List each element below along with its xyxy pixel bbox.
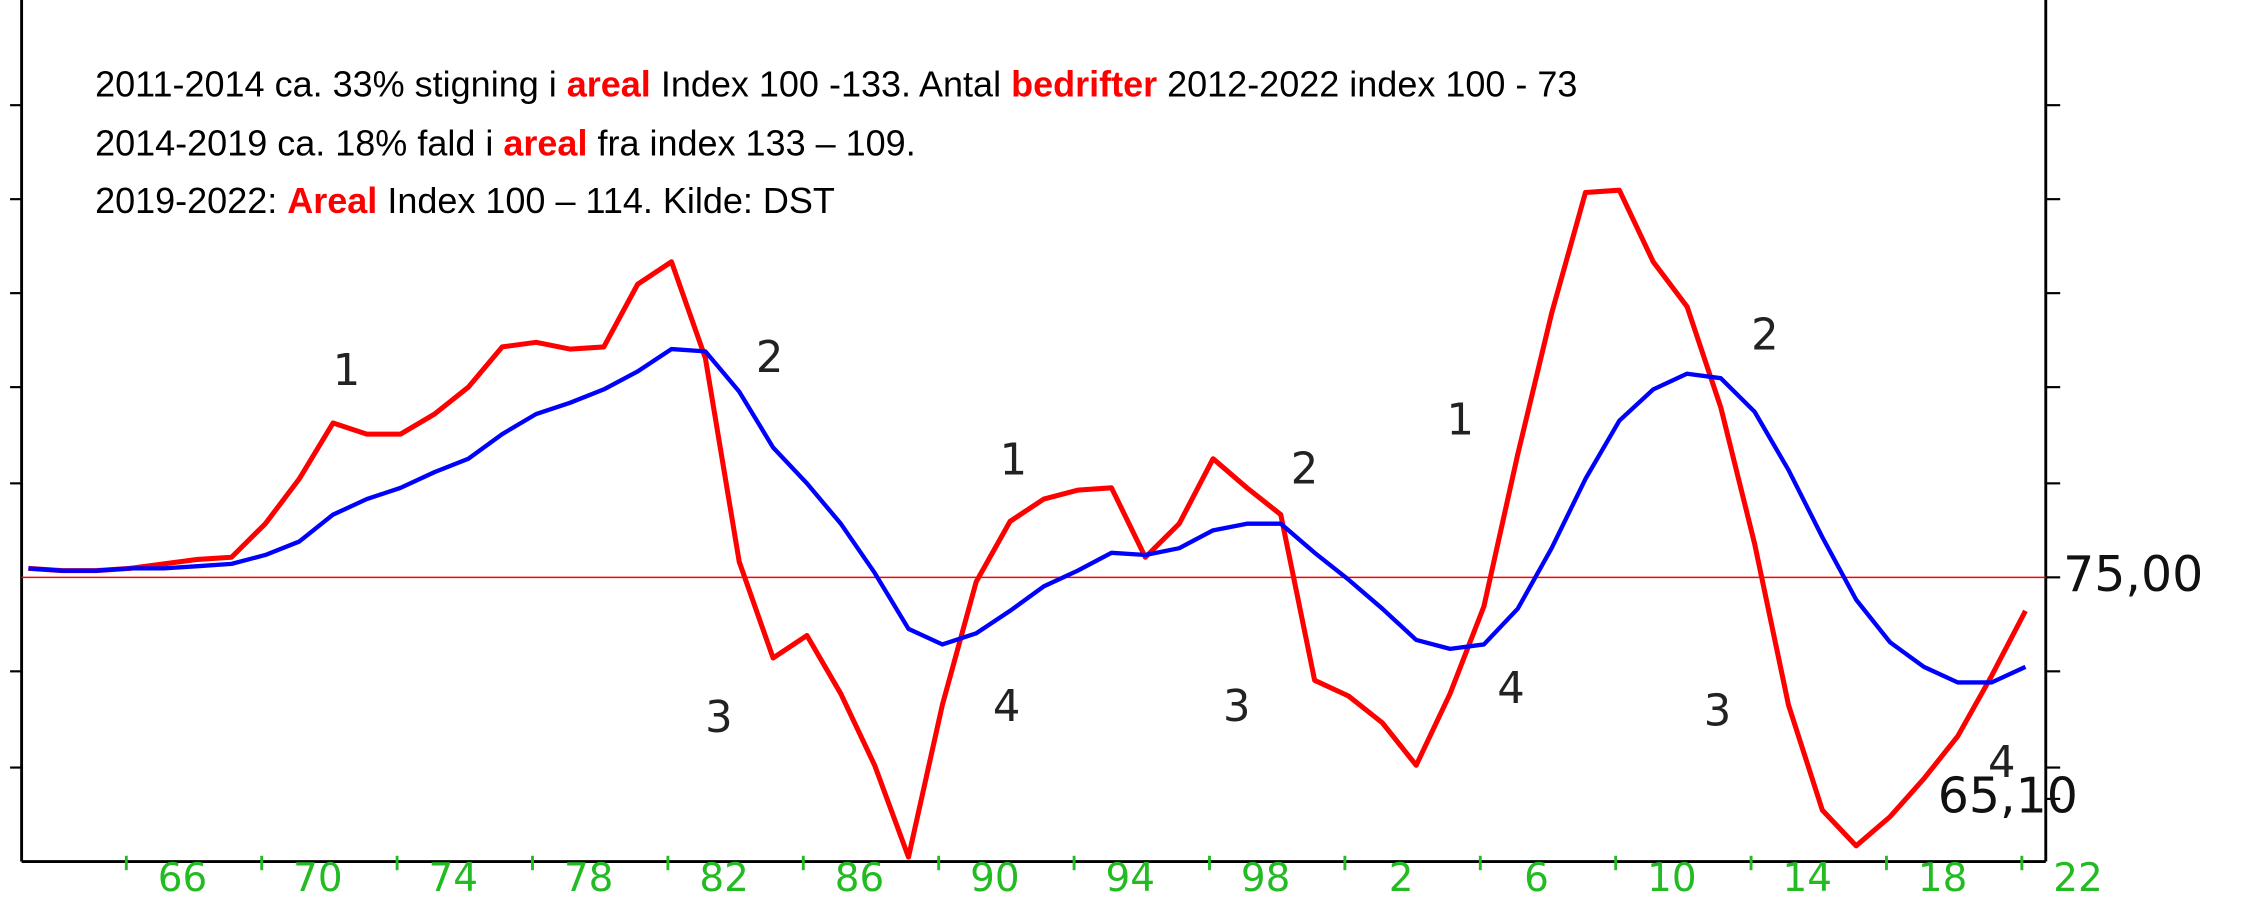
cycle-label: 2	[1291, 445, 1319, 495]
cycle-label: 1	[333, 346, 360, 396]
annotation-line: 2014-2019 ca. 18% fald i areal fra index…	[95, 123, 916, 164]
x-tick-label: 90	[970, 856, 1019, 899]
cycle-label: 4	[1497, 664, 1525, 714]
x-tick-label: 98	[1241, 856, 1290, 899]
annotation-line: 2011-2014 ca. 33% stigning i areal Index…	[95, 64, 1577, 105]
cycle-label: 3	[1223, 682, 1251, 732]
annotation-text: Index 100 – 114. Kilde: DST	[377, 180, 835, 221]
annotation-text: fra index 133 – 109.	[587, 123, 915, 164]
x-tick-label: 94	[1106, 856, 1155, 899]
cycle-label: 2	[1751, 310, 1779, 360]
y-tick-label: 75,00	[2063, 546, 2203, 603]
annotation-text: 2012-2022 index 100 - 73	[1157, 64, 1577, 105]
annotation-text: Index 100 -133. Antal	[651, 64, 1011, 105]
x-tick-label: 82	[699, 856, 748, 899]
annotation-line: 2019-2022: Areal Index 100 – 114. Kilde:…	[95, 180, 835, 221]
cycle-label: 3	[1704, 686, 1732, 736]
x-tick-label: 86	[835, 856, 884, 899]
cycle-label: 4	[1988, 738, 2016, 788]
x-tick-label: 6	[1524, 856, 1549, 899]
annotation-text: 2019-2022:	[95, 180, 287, 221]
cycle-label: 1	[1446, 395, 1474, 445]
cycle-label: 4	[993, 682, 1020, 732]
x-tick-label: 14	[1783, 856, 1832, 899]
cycle-label: 1	[1000, 436, 1027, 486]
x-tick-label: 78	[564, 856, 613, 899]
x-tick-label: 70	[293, 856, 342, 899]
x-tick-label: 74	[429, 856, 478, 899]
x-tick-label: 2	[1389, 856, 1414, 899]
series-line	[28, 187, 2028, 860]
cycle-label: 3	[705, 693, 733, 743]
y-tick-label: 65,10	[1938, 767, 2078, 824]
series-line	[28, 346, 2027, 685]
annotations: 2011-2014 ca. 33% stigning i areal Index…	[95, 64, 1577, 222]
x-tick-label: 66	[158, 856, 207, 899]
highlight-word: areal	[503, 123, 587, 164]
x-tick-label: 18	[1918, 856, 1967, 899]
annotation-text: 2014-2019 ca. 18% fald i	[95, 123, 503, 164]
x-tick-label: 22	[2053, 856, 2102, 899]
annotation-text: 2011-2014 ca. 33% stigning i	[95, 64, 567, 105]
highlight-word: bedrifter	[1011, 64, 1157, 105]
highlight-word: areal	[567, 64, 651, 105]
cycle-label: 2	[756, 333, 784, 383]
highlight-word: Areal	[287, 180, 377, 221]
x-tick-label: 10	[1647, 856, 1696, 899]
